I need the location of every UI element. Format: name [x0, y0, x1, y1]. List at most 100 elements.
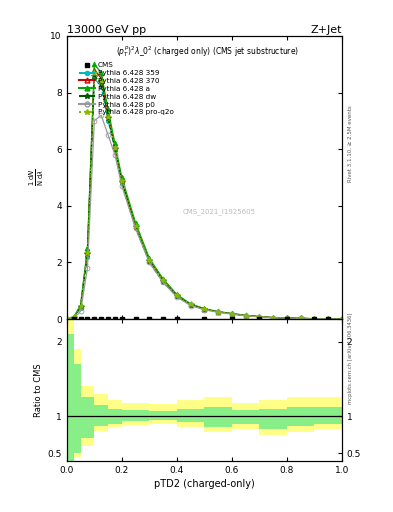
Pythia 6.428 pro-q2o	[72, 314, 76, 321]
Pythia 6.428 pro-q2o	[92, 70, 97, 76]
CMS	[106, 316, 110, 322]
Pythia 6.428 p0	[312, 316, 317, 322]
Pythia 6.428 a	[312, 315, 317, 322]
Line: Pythia 6.428 pro-q2o: Pythia 6.428 pro-q2o	[64, 70, 345, 322]
CMS	[99, 316, 104, 322]
Pythia 6.428 370	[113, 143, 118, 150]
Legend: CMS, Pythia 6.428 359, Pythia 6.428 370, Pythia 6.428 a, Pythia 6.428 dw, Pythia: CMS, Pythia 6.428 359, Pythia 6.428 370,…	[76, 59, 176, 118]
Pythia 6.428 pro-q2o	[298, 315, 303, 322]
CMS	[113, 316, 118, 322]
Pythia 6.428 a	[85, 245, 90, 251]
Pythia 6.428 370	[92, 67, 97, 73]
Pythia 6.428 dw	[216, 309, 220, 315]
Pythia 6.428 359	[243, 313, 248, 319]
Pythia 6.428 359	[133, 225, 138, 231]
Pythia 6.428 p0	[298, 315, 303, 322]
Pythia 6.428 a	[99, 70, 104, 76]
Pythia 6.428 dw	[99, 81, 104, 87]
Pythia 6.428 359	[99, 84, 104, 90]
Pythia 6.428 dw	[119, 179, 124, 185]
Pythia 6.428 a	[133, 220, 138, 226]
Pythia 6.428 pro-q2o	[202, 306, 207, 312]
Pythia 6.428 359	[174, 293, 179, 300]
Pythia 6.428 359	[298, 315, 303, 322]
Pythia 6.428 p0	[78, 308, 83, 314]
Line: Pythia 6.428 dw: Pythia 6.428 dw	[64, 73, 345, 322]
Line: Pythia 6.428 p0: Pythia 6.428 p0	[64, 113, 344, 322]
Pythia 6.428 a	[340, 316, 344, 322]
Pythia 6.428 359	[113, 146, 118, 152]
Pythia 6.428 pro-q2o	[174, 292, 179, 298]
Pythia 6.428 359	[85, 254, 90, 260]
Line: Pythia 6.428 a: Pythia 6.428 a	[64, 62, 344, 322]
Pythia 6.428 359	[285, 315, 289, 321]
Pythia 6.428 359	[188, 302, 193, 308]
Pythia 6.428 359	[216, 309, 220, 315]
Pythia 6.428 dw	[188, 302, 193, 308]
Pythia 6.428 pro-q2o	[99, 78, 104, 84]
Pythia 6.428 pro-q2o	[257, 313, 262, 319]
Pythia 6.428 dw	[326, 316, 331, 322]
Pythia 6.428 370	[161, 276, 165, 283]
CMS	[230, 316, 234, 322]
Pythia 6.428 pro-q2o	[161, 277, 165, 283]
Pythia 6.428 a	[257, 313, 262, 319]
Pythia 6.428 pro-q2o	[216, 309, 220, 315]
Pythia 6.428 370	[106, 112, 110, 118]
Pythia 6.428 p0	[326, 316, 331, 322]
Pythia 6.428 370	[312, 315, 317, 322]
Pythia 6.428 pro-q2o	[326, 316, 331, 322]
CMS	[92, 316, 97, 322]
Pythia 6.428 pro-q2o	[230, 311, 234, 317]
Pythia 6.428 dw	[230, 311, 234, 317]
Pythia 6.428 359	[312, 316, 317, 322]
Pythia 6.428 370	[285, 315, 289, 321]
Pythia 6.428 a	[64, 316, 69, 322]
Pythia 6.428 p0	[271, 315, 275, 321]
Y-axis label: $\frac{1}{\mathrm{N}}\frac{\mathrm{d}N}{\mathrm{d}\lambda}$: $\frac{1}{\mathrm{N}}\frac{\mathrm{d}N}{…	[28, 168, 46, 186]
Pythia 6.428 370	[271, 314, 275, 321]
Pythia 6.428 pro-q2o	[271, 314, 275, 321]
Text: mcplots.cern.ch [arXiv:1306.3436]: mcplots.cern.ch [arXiv:1306.3436]	[348, 313, 353, 404]
Pythia 6.428 pro-q2o	[340, 316, 344, 322]
Pythia 6.428 370	[257, 313, 262, 319]
CMS	[285, 316, 289, 322]
Pythia 6.428 p0	[174, 294, 179, 300]
Pythia 6.428 pro-q2o	[147, 257, 152, 263]
Pythia 6.428 359	[78, 305, 83, 311]
Pythia 6.428 pro-q2o	[312, 315, 317, 322]
Text: CMS_2021_I1925605: CMS_2021_I1925605	[182, 208, 255, 215]
Pythia 6.428 a	[72, 314, 76, 320]
CMS	[119, 316, 124, 322]
Pythia 6.428 p0	[72, 315, 76, 322]
Pythia 6.428 359	[106, 118, 110, 124]
Pythia 6.428 p0	[99, 112, 104, 118]
Pythia 6.428 pro-q2o	[78, 303, 83, 309]
Pythia 6.428 p0	[340, 316, 344, 322]
Pythia 6.428 359	[230, 311, 234, 317]
Pythia 6.428 a	[113, 140, 118, 146]
Pythia 6.428 359	[257, 314, 262, 320]
Pythia 6.428 p0	[257, 314, 262, 320]
Pythia 6.428 a	[106, 106, 110, 113]
Pythia 6.428 370	[99, 75, 104, 81]
Pythia 6.428 pro-q2o	[243, 312, 248, 318]
Pythia 6.428 a	[326, 316, 331, 322]
Pythia 6.428 p0	[216, 309, 220, 315]
Pythia 6.428 p0	[147, 260, 152, 266]
Pythia 6.428 370	[85, 248, 90, 254]
CMS	[174, 316, 179, 322]
CMS	[312, 316, 317, 322]
Pythia 6.428 a	[161, 276, 165, 282]
Pythia 6.428 p0	[92, 118, 97, 124]
CMS	[85, 316, 90, 322]
Pythia 6.428 p0	[85, 265, 90, 271]
Pythia 6.428 359	[119, 180, 124, 186]
Pythia 6.428 370	[133, 223, 138, 229]
Pythia 6.428 a	[243, 312, 248, 318]
Pythia 6.428 370	[230, 311, 234, 317]
Pythia 6.428 p0	[188, 303, 193, 309]
Pythia 6.428 pro-q2o	[64, 316, 69, 322]
Pythia 6.428 p0	[230, 311, 234, 317]
Pythia 6.428 370	[147, 257, 152, 263]
